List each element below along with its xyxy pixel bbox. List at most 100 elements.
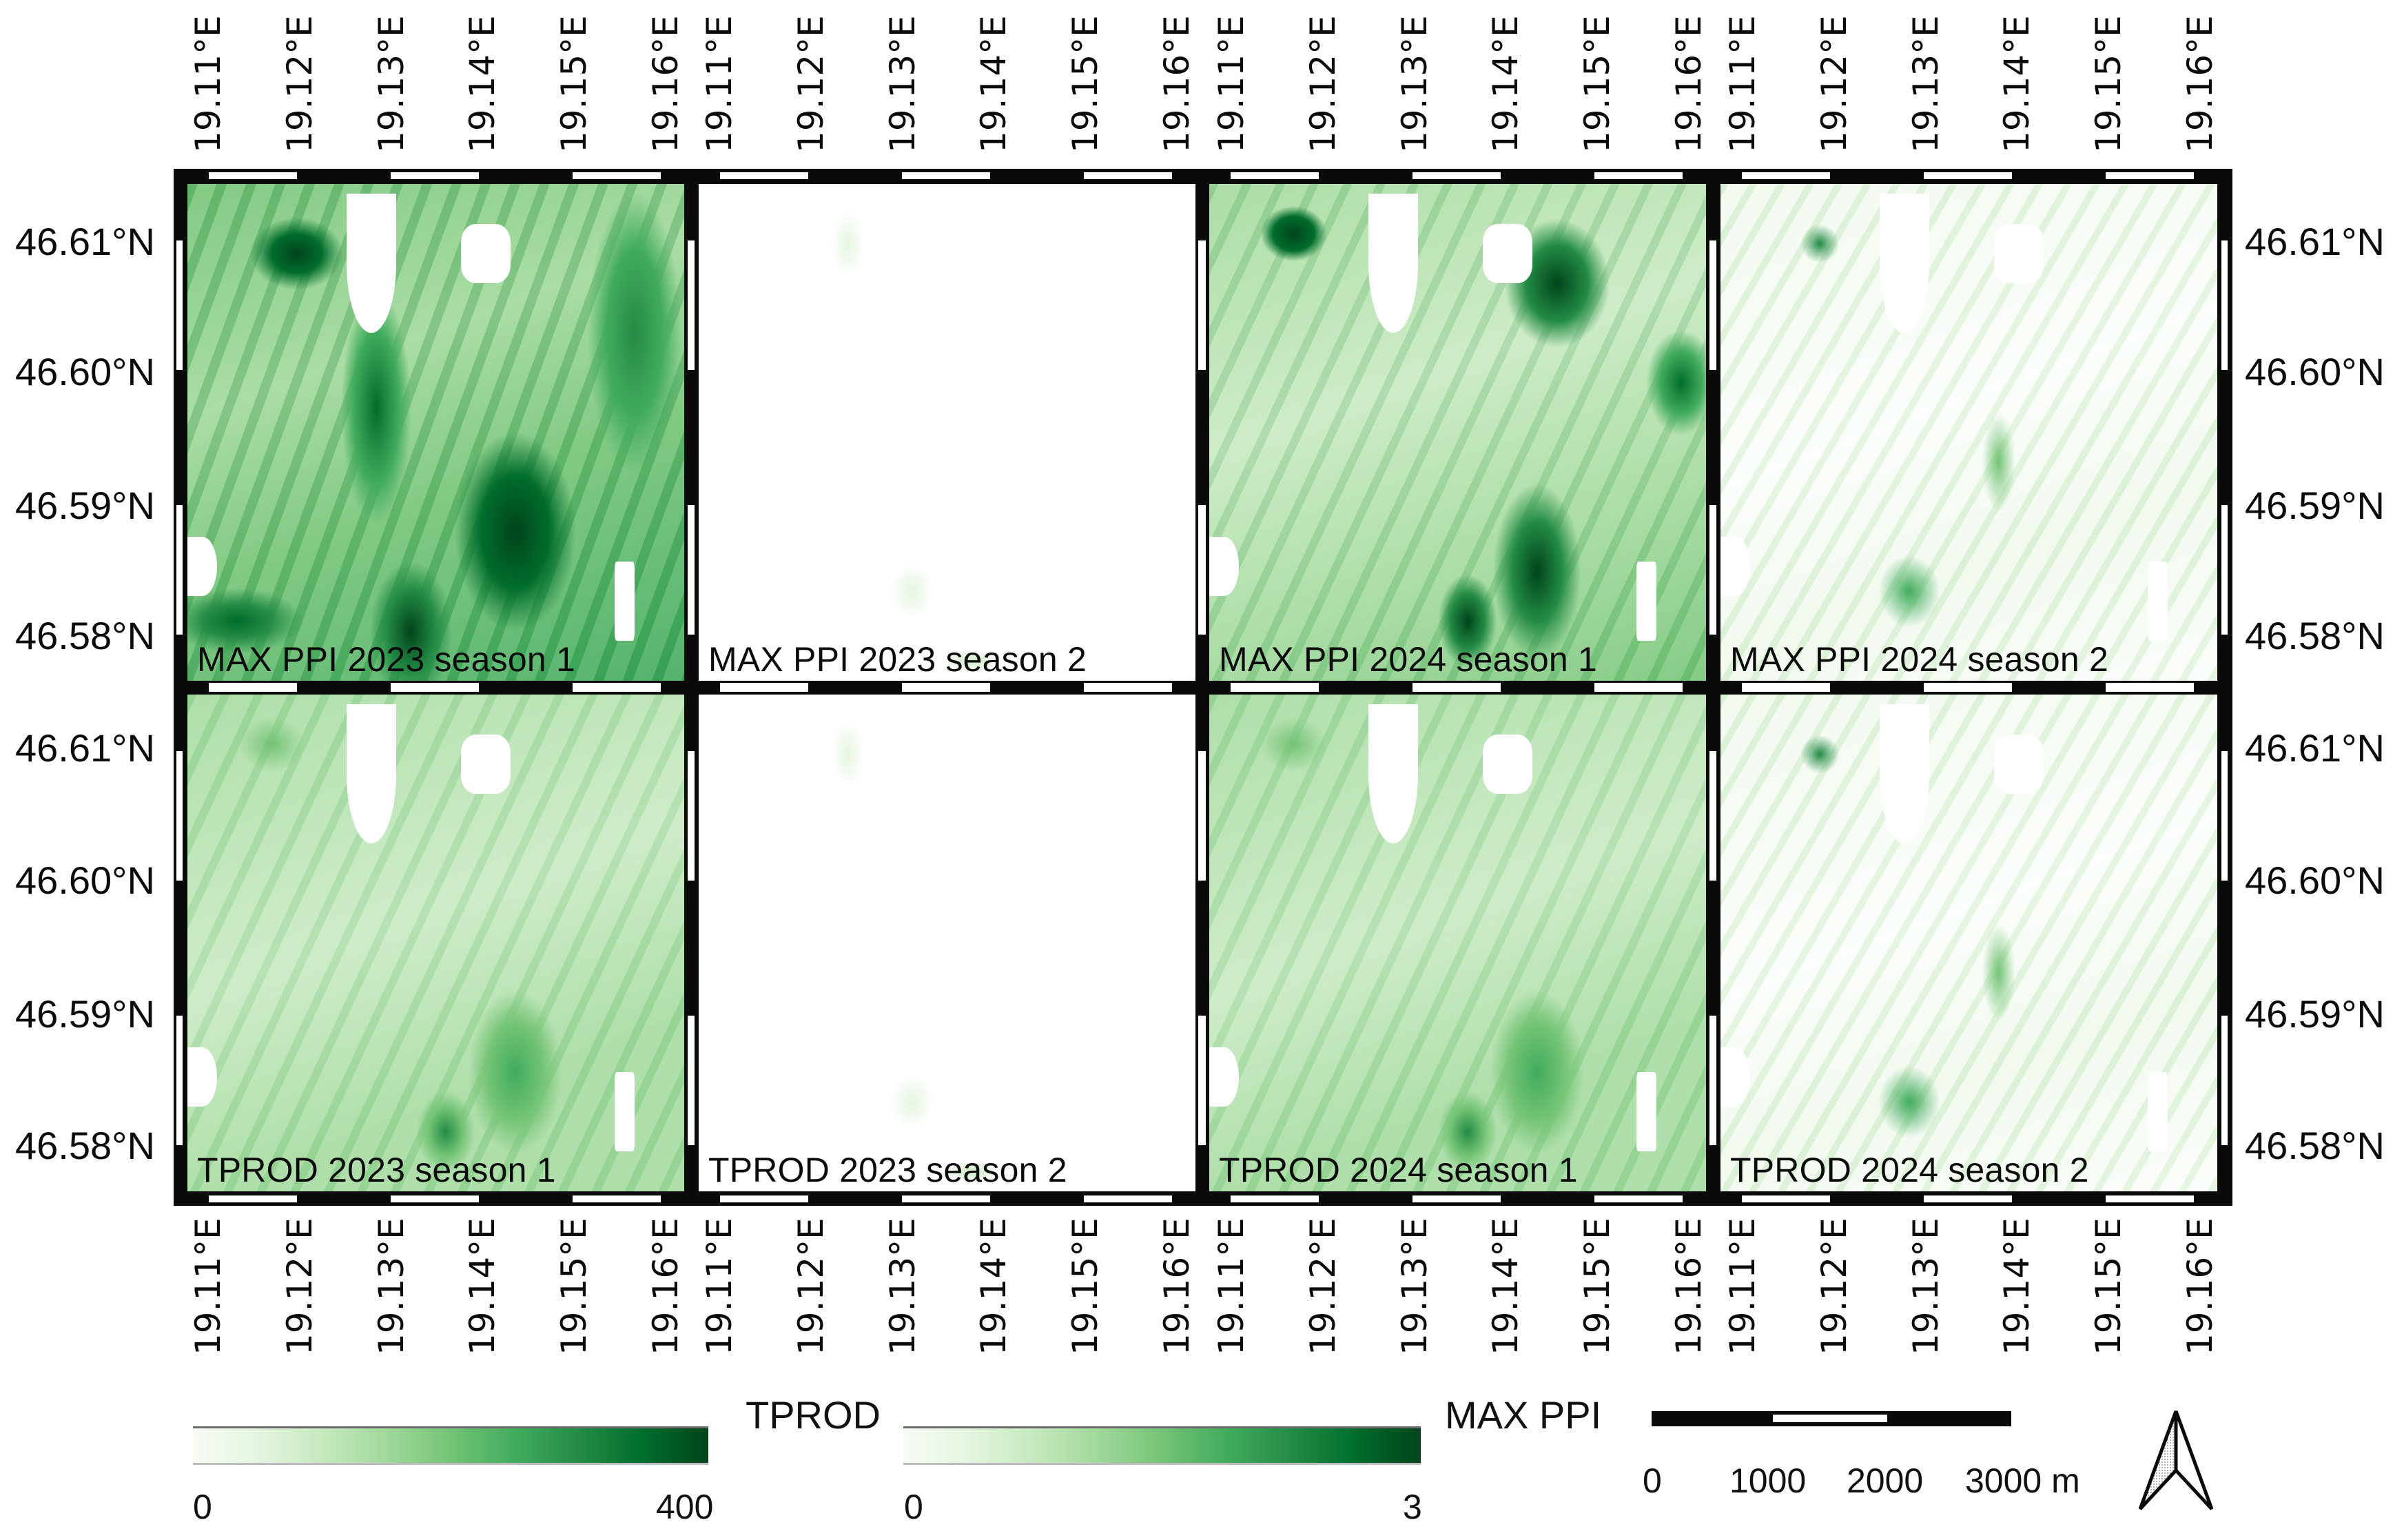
panel-title: MAX PPI 2024 season 1 [1219,640,1597,679]
longitude-tick-label: 19.11°E [699,1218,739,1355]
longitude-tick-label: 19.13°E [371,15,411,153]
nodata-patch [2148,1071,2168,1152]
longitude-tick-label: 19.15°E [2088,15,2128,153]
frame-tick-segment [1924,172,2012,179]
longitude-tick-label: 19.13°E [1395,1218,1435,1355]
latitude-tick-label: 46.60°N [2245,350,2385,393]
nodata-patch [1636,1071,1656,1152]
longitude-tick-label: 19.16°E [1157,1218,1197,1355]
frame-tick-segment [688,1016,694,1145]
longitude-tick-label: 19.14°E [1997,1218,2037,1355]
latitude-tick-label: 46.58°N [15,1124,155,1167]
frame-tick-segment [1742,1195,1830,1202]
nodata-patch [1368,194,1418,333]
raster-layer [1720,184,2217,681]
frame-tick-segment [1924,683,2012,690]
frame-tick-segment [1709,240,1716,370]
latitude-tick-label: 46.61°N [2245,726,2385,770]
frame-tick-segment [2106,1195,2194,1202]
map-panel-tprod-2024-season-2: TPROD 2024 season 2 [1720,695,2217,1191]
longitude-tick-label: 19.14°E [974,15,1014,153]
map-panel-tprod-2024-season-1: TPROD 2024 season 1 [1209,695,1706,1191]
frame-tick-segment [720,683,808,690]
frame-tick-segment [176,1016,183,1145]
nodata-patch [1720,1047,1751,1107]
raster-layer [699,184,1195,681]
longitude-tick-label: 19.13°E [371,1218,411,1355]
frame-tick-segment [1198,240,1204,370]
nodata-patch [460,223,511,284]
longitude-tick-label: 19.12°E [791,1218,831,1355]
longitude-tick-label: 19.12°E [1303,15,1343,153]
longitude-tick-label: 19.11°E [1211,15,1251,153]
nodata-patch [615,561,635,641]
frame-tick-segment [720,1195,808,1202]
scale-bar-white-segment [1773,1415,1887,1422]
nodata-patch [2148,561,2168,641]
map-panel-tprod-2023-season-1: TPROD 2023 season 1 [187,695,684,1191]
frame-tick-segment [2106,172,2194,179]
maxppi-legend-min: 0 [904,1488,923,1526]
panel-title: MAX PPI 2023 season 1 [197,640,575,679]
longitude-tick-label: 19.12°E [791,15,831,153]
frame-tick-segment [391,683,479,690]
longitude-tick-label: 19.13°E [1395,15,1435,153]
frame-tick-segment [209,683,297,690]
tprod-legend-title: TPROD [746,1393,881,1437]
frame-tick-segment [902,172,990,179]
frame-tick-segment [902,683,990,690]
longitude-tick-label: 19.13°E [883,1218,923,1355]
map-panel-max-ppi-2023-season-2: MAX PPI 2023 season 2 [699,184,1195,681]
frame-tick-segment [1231,683,1319,690]
longitude-tick-label: 19.11°E [188,15,228,153]
nodata-patch [1879,704,1929,844]
frame-tick-segment [1231,1195,1319,1202]
raster-layer [1209,695,1706,1191]
frame-tick-segment [1412,683,1501,690]
latitude-tick-label: 46.59°N [15,484,155,527]
longitude-tick-label: 19.13°E [1906,15,1946,153]
longitude-tick-label: 19.15°E [1065,1218,1105,1355]
latitude-tick-label: 46.58°N [15,614,155,657]
nodata-patch [1482,734,1532,794]
latitude-tick-label: 46.60°N [15,859,155,902]
frame-tick-segment [2221,751,2228,881]
frame-tick-segment [1924,1195,2012,1202]
frame-tick-segment [902,1195,990,1202]
nodata-patch [346,194,396,333]
nodata-patch [1482,223,1532,284]
frame-tick-segment [1742,683,1830,690]
scale-label-1000: 1000 [1729,1461,1807,1500]
frame-tick-segment [1231,172,1319,179]
frame-tick-segment [209,1195,297,1202]
panel-title: TPROD 2024 season 1 [1219,1151,1578,1189]
frame-tick-segment [1594,172,1683,179]
longitude-tick-label: 19.11°E [188,1218,228,1355]
panel-title: MAX PPI 2023 season 2 [708,640,1087,679]
longitude-tick-label: 19.12°E [280,1218,320,1355]
frame-tick-segment [209,172,297,179]
frame-tick-segment [1412,172,1501,179]
panel-title: TPROD 2024 season 2 [1730,1151,2089,1189]
longitude-tick-label: 19.16°E [1669,1218,1709,1355]
longitude-tick-label: 19.14°E [1997,15,2037,153]
longitude-tick-label: 19.14°E [462,1218,502,1355]
raster-layer [1720,695,2217,1191]
longitude-tick-label: 19.13°E [1906,1218,1946,1355]
frame-tick-segment [573,683,661,690]
longitude-tick-label: 19.11°E [1723,1218,1763,1355]
frame-tick-segment [1412,1195,1501,1202]
map-panel-max-ppi-2023-season-1: MAX PPI 2023 season 1 [187,184,684,681]
frame-tick-segment [720,172,808,179]
longitude-tick-label: 19.12°E [1303,1218,1343,1355]
scale-bar [1652,1411,2011,1426]
longitude-tick-label: 19.16°E [646,15,686,153]
maxppi-legend-title: MAX PPI [1445,1393,1602,1437]
latitude-tick-label: 46.61°N [2245,220,2385,263]
map-panel-max-ppi-2024-season-1: MAX PPI 2024 season 1 [1209,184,1706,681]
latitude-tick-label: 46.58°N [2245,614,2385,657]
frame-tick-segment [1198,505,1204,635]
latitude-tick-label: 46.60°N [2245,859,2385,902]
raster-layer [1209,184,1706,681]
frame-tick-segment [1594,683,1683,690]
